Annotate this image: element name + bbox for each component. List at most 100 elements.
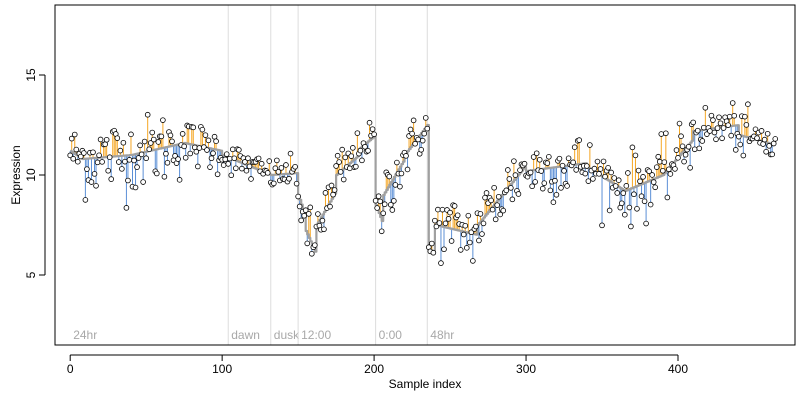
data-point bbox=[512, 172, 519, 178]
data-point bbox=[255, 155, 262, 162]
data-point bbox=[195, 163, 201, 170]
data-point bbox=[181, 143, 187, 150]
data-point bbox=[120, 139, 127, 146]
axes: 0 100 200 300 400 5 10 15 bbox=[24, 68, 688, 376]
data-point bbox=[731, 112, 738, 119]
data-point bbox=[348, 153, 355, 159]
data-point bbox=[336, 159, 342, 165]
data-point bbox=[742, 113, 748, 120]
data-point bbox=[717, 120, 724, 127]
data-point bbox=[483, 190, 490, 196]
data-point bbox=[728, 132, 734, 139]
data-point bbox=[105, 167, 111, 174]
data-point bbox=[629, 144, 636, 151]
data-point bbox=[357, 147, 364, 154]
data-point bbox=[729, 100, 736, 106]
data-point bbox=[713, 136, 719, 143]
data-point bbox=[403, 153, 409, 159]
data-point bbox=[597, 166, 604, 172]
data-point bbox=[340, 176, 347, 183]
data-point bbox=[366, 119, 373, 126]
data-point bbox=[342, 154, 349, 161]
data-point bbox=[140, 179, 146, 185]
data-point bbox=[418, 146, 425, 153]
data-point bbox=[278, 165, 285, 171]
data-point bbox=[71, 131, 78, 138]
data-point bbox=[308, 250, 315, 257]
data-point bbox=[559, 162, 566, 169]
data-point bbox=[359, 157, 365, 164]
data-point bbox=[421, 130, 428, 137]
data-point bbox=[650, 179, 657, 185]
data-point bbox=[409, 130, 415, 137]
data-point bbox=[125, 177, 131, 184]
data-point bbox=[436, 220, 443, 226]
data-point bbox=[564, 183, 570, 189]
data-point bbox=[415, 136, 421, 143]
x-tick-label: 300 bbox=[516, 362, 536, 376]
data-point bbox=[245, 155, 251, 162]
data-point bbox=[167, 132, 174, 139]
data-point bbox=[676, 120, 683, 127]
data-point bbox=[489, 206, 496, 213]
data-point bbox=[119, 166, 125, 172]
data-point bbox=[582, 170, 589, 177]
data-point bbox=[305, 211, 312, 217]
data-point bbox=[515, 191, 522, 197]
data-point bbox=[410, 117, 417, 124]
data-point bbox=[533, 150, 540, 157]
data-point bbox=[258, 160, 265, 167]
data-point bbox=[123, 205, 130, 211]
data-point bbox=[576, 137, 583, 143]
data-point bbox=[641, 198, 648, 205]
data-point bbox=[248, 176, 254, 182]
data-point bbox=[655, 153, 662, 160]
plot-frame bbox=[54, 4, 796, 346]
data-point bbox=[672, 166, 678, 172]
data-point bbox=[571, 144, 578, 151]
y-tick-label: 15 bbox=[24, 68, 38, 82]
data-point bbox=[590, 176, 596, 182]
data-point bbox=[222, 156, 228, 163]
data-point bbox=[176, 177, 183, 183]
data-point bbox=[643, 220, 649, 227]
data-point bbox=[422, 115, 429, 121]
data-point bbox=[353, 163, 359, 170]
data-point bbox=[691, 146, 698, 153]
data-point bbox=[596, 171, 602, 177]
data-point bbox=[339, 146, 345, 153]
data-point bbox=[147, 140, 154, 146]
data-point bbox=[90, 149, 96, 156]
data-point bbox=[626, 204, 633, 211]
data-point bbox=[477, 211, 484, 217]
data-point bbox=[508, 185, 514, 191]
data-point bbox=[375, 193, 382, 199]
data-point bbox=[632, 152, 639, 159]
phase-label: 12:00 bbox=[301, 328, 331, 342]
data-point bbox=[210, 150, 216, 157]
data-point bbox=[702, 104, 709, 111]
data-point bbox=[236, 147, 242, 153]
data-point bbox=[207, 164, 213, 170]
data-point bbox=[612, 183, 619, 189]
data-point bbox=[737, 141, 744, 148]
data-point bbox=[73, 146, 80, 153]
data-point bbox=[658, 131, 665, 137]
data-point bbox=[204, 147, 210, 153]
data-point bbox=[286, 175, 292, 182]
data-point bbox=[521, 160, 528, 167]
data-point bbox=[766, 143, 772, 149]
data-point bbox=[707, 128, 713, 134]
data-point bbox=[462, 222, 469, 229]
data-point bbox=[550, 199, 557, 205]
y-tick-label: 10 bbox=[24, 168, 38, 182]
data-point bbox=[330, 191, 336, 198]
phase-label: dawn bbox=[231, 328, 260, 342]
data-point bbox=[435, 206, 441, 213]
data-point bbox=[371, 131, 377, 138]
data-point bbox=[432, 217, 438, 224]
data-point bbox=[663, 130, 669, 137]
data-point bbox=[547, 187, 554, 194]
data-point bbox=[231, 155, 238, 162]
data-point bbox=[220, 162, 227, 168]
